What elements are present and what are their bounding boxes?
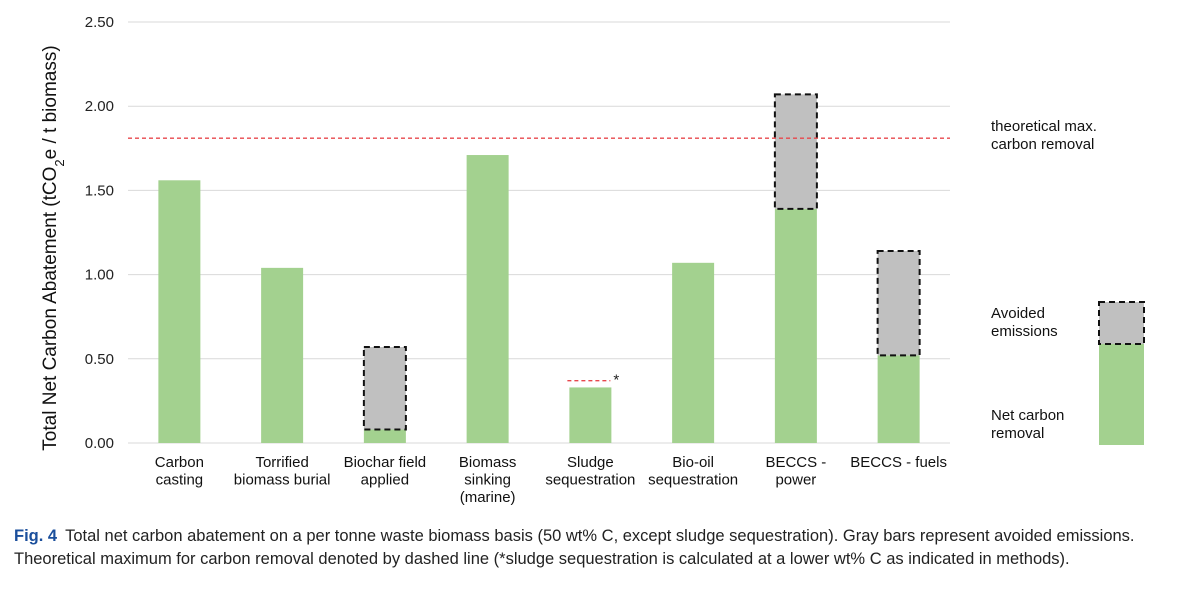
- x-category-label: (marine): [460, 489, 516, 506]
- sludge-asterisk: *: [613, 372, 619, 389]
- y-tick-label: 0.50: [85, 351, 114, 368]
- x-category-label: Sludge: [567, 454, 614, 471]
- y-tick-label: 1.50: [85, 182, 114, 199]
- bar-net-carbon-removal: [774, 208, 817, 443]
- x-category-label: sinking: [464, 472, 511, 489]
- bar-avoided-emissions: [773, 93, 818, 210]
- x-category-label: BECCS -: [765, 454, 826, 471]
- bar-net-carbon-removal: [466, 155, 509, 443]
- x-category-label: power: [775, 472, 816, 489]
- x-category-label: sequestration: [648, 472, 738, 489]
- x-category-label: Bio-oil: [672, 454, 714, 471]
- y-axis-label: Total Net Carbon Abatement (tCO2e / t bi…: [40, 45, 67, 450]
- bar-net-carbon-removal: [672, 262, 715, 443]
- legend-avoided-label: Avoided: [991, 305, 1045, 322]
- theoretical-max-label: theoretical max.: [991, 118, 1097, 135]
- x-category-label: Torrified: [255, 454, 308, 471]
- x-category-label: BECCS - fuels: [850, 454, 947, 471]
- bar-avoided-emissions: [362, 346, 407, 431]
- y-tick-label: 2.00: [85, 98, 114, 115]
- bar-net-carbon-removal: [363, 429, 406, 443]
- gridlines: [128, 21, 950, 444]
- caption-text: Total net carbon abatement on a per tonn…: [14, 527, 1135, 568]
- bar-avoided-emissions: [876, 250, 921, 357]
- bars: [158, 93, 921, 443]
- x-category-label: Biochar field: [344, 454, 427, 471]
- y-axis-ticks: 0.00 0.50 1.00 1.50 2.00 2.50: [85, 14, 114, 452]
- bar-net-carbon-removal: [877, 355, 920, 443]
- bar-net-carbon-removal: [261, 267, 304, 443]
- reference-lines: *: [128, 137, 950, 389]
- legend-net-swatch: [1099, 344, 1144, 445]
- legend-avoided-swatch: [1098, 301, 1145, 345]
- figure-label: Fig. 4: [14, 527, 58, 545]
- x-category-label: sequestration: [545, 472, 635, 489]
- y-tick-label: 0.00: [85, 435, 114, 452]
- figure-caption: Fig. 4 Total net carbon abatement on a pe…: [14, 525, 1180, 571]
- theoretical-max-label: carbon removal: [991, 136, 1094, 153]
- legend-avoided-label: emissions: [991, 323, 1058, 340]
- bar-net-carbon-removal: [158, 180, 201, 443]
- x-category-label: biomass burial: [234, 472, 331, 489]
- bar-chart: 0.00 0.50 1.00 1.50 2.00 2.50 * Carboncasting…: [40, 14, 1145, 506]
- legend-net-label: Net carbon: [991, 407, 1064, 424]
- side-annotations: theoretical max.carbon removal Avoidedemi…: [991, 118, 1145, 445]
- y-tick-label: 2.50: [85, 14, 114, 31]
- x-category-label: Biomass: [459, 454, 517, 471]
- legend-net-label: removal: [991, 425, 1044, 442]
- bar-net-carbon-removal: [569, 387, 612, 443]
- x-category-label: applied: [361, 472, 409, 489]
- x-category-label: casting: [156, 472, 204, 489]
- x-category-label: Carbon: [155, 454, 204, 471]
- y-tick-label: 1.00: [85, 267, 114, 284]
